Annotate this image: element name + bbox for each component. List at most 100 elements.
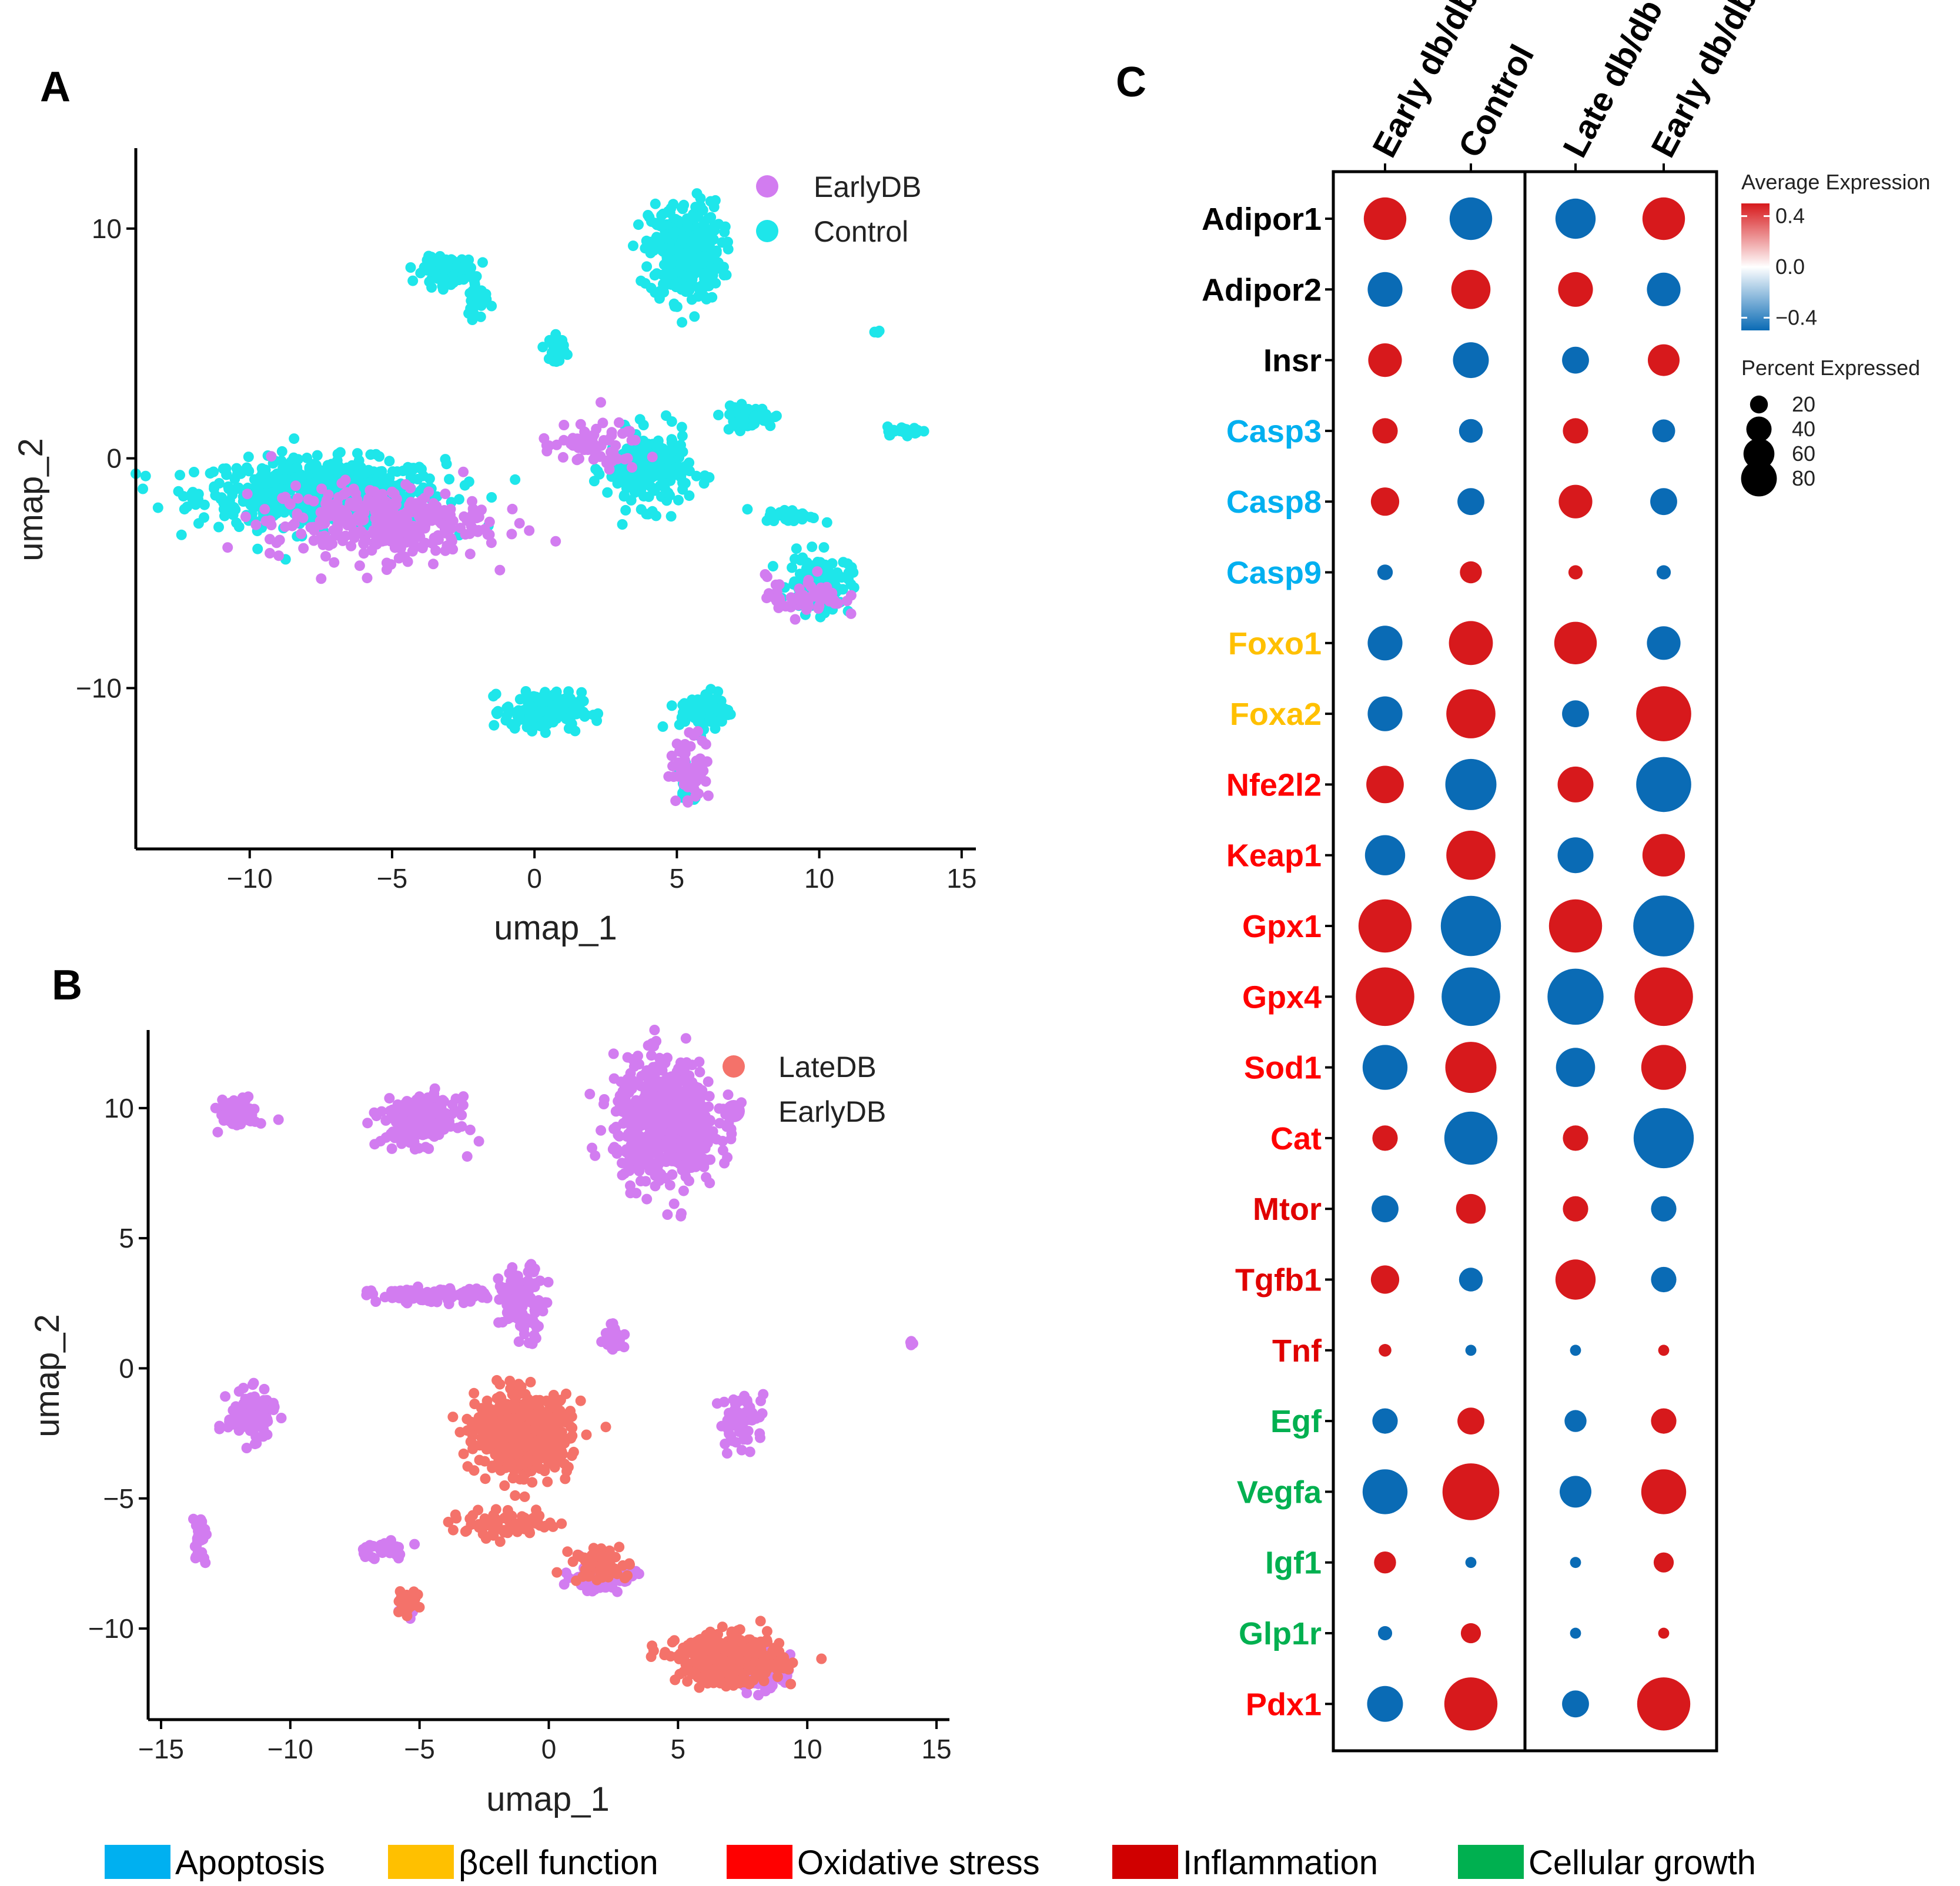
legend-a-earlydb-swatch [756, 175, 778, 198]
umap-a-y-title: umap_2 [12, 438, 50, 561]
umap-point [513, 1336, 524, 1347]
umap-point [263, 477, 275, 488]
umap-point [638, 447, 649, 458]
umap-point [473, 1136, 484, 1147]
umap-point [402, 556, 413, 567]
umap-point [494, 1417, 506, 1429]
umap-point [335, 447, 346, 458]
umap-point [508, 1403, 519, 1414]
umap-point [740, 404, 751, 416]
umap-point [554, 706, 565, 717]
umap-point [565, 693, 576, 704]
umap-point [787, 505, 798, 516]
umap-point [641, 261, 653, 272]
umap-point [758, 1389, 769, 1400]
umap-point [657, 219, 668, 230]
umap-point [489, 720, 500, 731]
umap-point [440, 489, 451, 499]
umap-point [519, 1474, 530, 1485]
umap-point [687, 694, 698, 705]
umap-point [640, 278, 651, 289]
umap-point [625, 1188, 636, 1199]
umap-point [426, 282, 437, 293]
umap-point [367, 501, 378, 512]
umap-point [563, 723, 574, 734]
umap-point [402, 1298, 413, 1309]
series-earlydb [222, 397, 857, 808]
umap-point [614, 417, 624, 428]
umap-point [540, 1297, 551, 1308]
umap-point [138, 483, 148, 494]
umap-point [888, 424, 899, 436]
umap-point [507, 1268, 518, 1278]
umap-point [512, 1313, 523, 1324]
umap-point [429, 533, 440, 543]
umap-point [242, 489, 253, 500]
umap-point [484, 1442, 495, 1453]
umap-point [385, 533, 396, 544]
umap-point [259, 1383, 270, 1395]
umap-point [619, 1106, 630, 1117]
umap-point [688, 253, 699, 264]
umap-point [319, 506, 330, 517]
umap-point [576, 687, 587, 698]
umap-point [259, 504, 270, 515]
umap-point [720, 1439, 731, 1449]
umap-point [237, 1092, 248, 1103]
umap-point [199, 499, 210, 510]
umap-point [250, 519, 262, 530]
umap-point [346, 540, 357, 551]
umap-point [658, 282, 669, 293]
umap-point [443, 261, 454, 272]
umap-point [552, 1413, 563, 1424]
umap-point [233, 482, 244, 493]
umap-point [824, 593, 835, 604]
umap-point [336, 531, 347, 543]
umap-point [504, 1376, 516, 1386]
umap-point [553, 352, 564, 363]
umap-point [414, 1124, 426, 1135]
umap-point [628, 1106, 639, 1118]
umap-point [665, 511, 677, 522]
umap-point [616, 476, 627, 487]
umap-point [790, 553, 800, 564]
umap-point [243, 452, 254, 463]
umap-point [374, 451, 385, 462]
umap-point [479, 1430, 490, 1442]
umap-point [441, 540, 453, 551]
umap-point [224, 1414, 235, 1425]
umap-point [527, 1338, 538, 1349]
umap-point [654, 293, 665, 304]
umap-point [558, 420, 570, 430]
umap-point [477, 257, 488, 268]
umap-point [465, 1436, 476, 1447]
umap-point [787, 562, 798, 573]
x-tick-label: 10 [804, 863, 834, 894]
umap-point [491, 707, 502, 718]
x-tick-label: 15 [946, 863, 976, 894]
umap-point [688, 1151, 700, 1162]
umap-point [671, 1066, 683, 1077]
umap-point [723, 1089, 734, 1101]
umap-point [176, 529, 187, 540]
umap-point [657, 469, 668, 480]
umap-point [676, 284, 687, 295]
umap-point [433, 1291, 444, 1302]
umap-point [673, 757, 684, 768]
umap-point [350, 488, 362, 499]
umap-point [392, 520, 403, 531]
umap-point [481, 1395, 493, 1406]
umap-point [409, 1112, 420, 1123]
umap-point [362, 1118, 373, 1129]
umap-point [374, 466, 386, 477]
umap-point [193, 518, 204, 529]
umap-point [694, 1056, 705, 1068]
umap-point [816, 1653, 827, 1664]
umap-point [409, 1289, 420, 1300]
umap-point [193, 1526, 203, 1537]
umap-point [869, 326, 880, 337]
umap-point [691, 233, 702, 244]
umap-point [619, 454, 630, 465]
umap-point [175, 470, 185, 481]
umap-point [357, 503, 368, 514]
